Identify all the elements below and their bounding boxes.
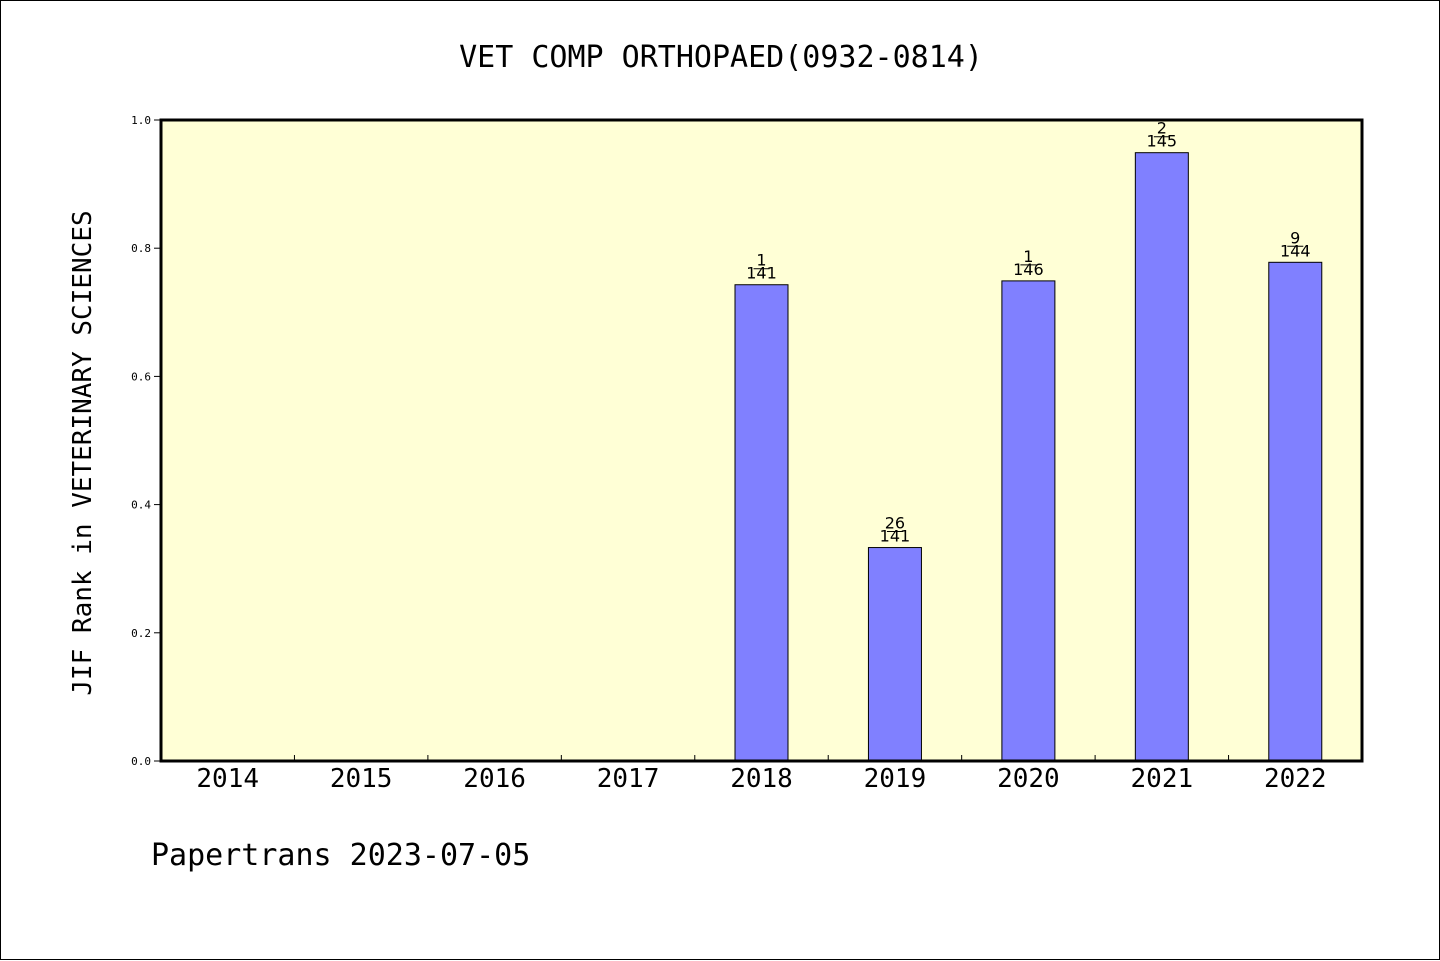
x-tick-label: 2018 (730, 764, 793, 794)
y-tick-label: 0.8 (131, 242, 151, 255)
y-tick-label: 0.0 (131, 755, 151, 768)
y-axis-label: JIF Rank in VETERINARY SCIENCES (68, 210, 98, 695)
plot-border (159, 118, 1364, 763)
x-axis: 2014 2015 2016 2017 2018 2019 2020 2021 2022 (196, 755, 1327, 794)
total-label: 145 (1147, 132, 1178, 151)
x-tick-label: 2019 (864, 764, 927, 794)
y-tick-label: 1.0 (131, 114, 151, 127)
total-label: 141 (880, 527, 911, 546)
bar-2019 (867, 547, 922, 762)
x-tick-label: 2014 (196, 764, 259, 794)
x-tick-label: 2021 (1131, 764, 1194, 794)
x-tick-label: 2022 (1264, 764, 1327, 794)
x-tick-label: 2017 (597, 764, 660, 794)
y-tick-label: 0.4 (131, 499, 151, 512)
footer-text: Papertrans 2023-07-05 (151, 838, 530, 873)
bar-2021 (1134, 152, 1189, 762)
y-axis: 0.0 0.2 0.4 0.6 0.8 1.0 (131, 114, 161, 768)
y-tick-label: 0.6 (131, 370, 151, 383)
x-tick-label: 2020 (997, 764, 1060, 794)
x-tick-label: 2016 (463, 764, 526, 794)
x-tick-label: 2015 (330, 764, 393, 794)
bar-2022 (1268, 261, 1323, 762)
total-label: 144 (1280, 241, 1311, 260)
rank-label: 1 (1023, 247, 1033, 266)
total-label: 141 (746, 264, 777, 283)
rank-label: 9 (1290, 228, 1300, 247)
total-label: 146 (1013, 260, 1044, 279)
y-tick-label: 0.2 (131, 627, 151, 640)
bar-2020 (1001, 280, 1056, 762)
rank-label: 1 (756, 251, 766, 270)
bar-2018 (734, 284, 789, 762)
rank-label: 2 (1157, 119, 1167, 138)
rank-label: 26 (885, 514, 905, 533)
chart-title: VET COMP ORTHOPAED(0932-0814) (459, 40, 983, 75)
